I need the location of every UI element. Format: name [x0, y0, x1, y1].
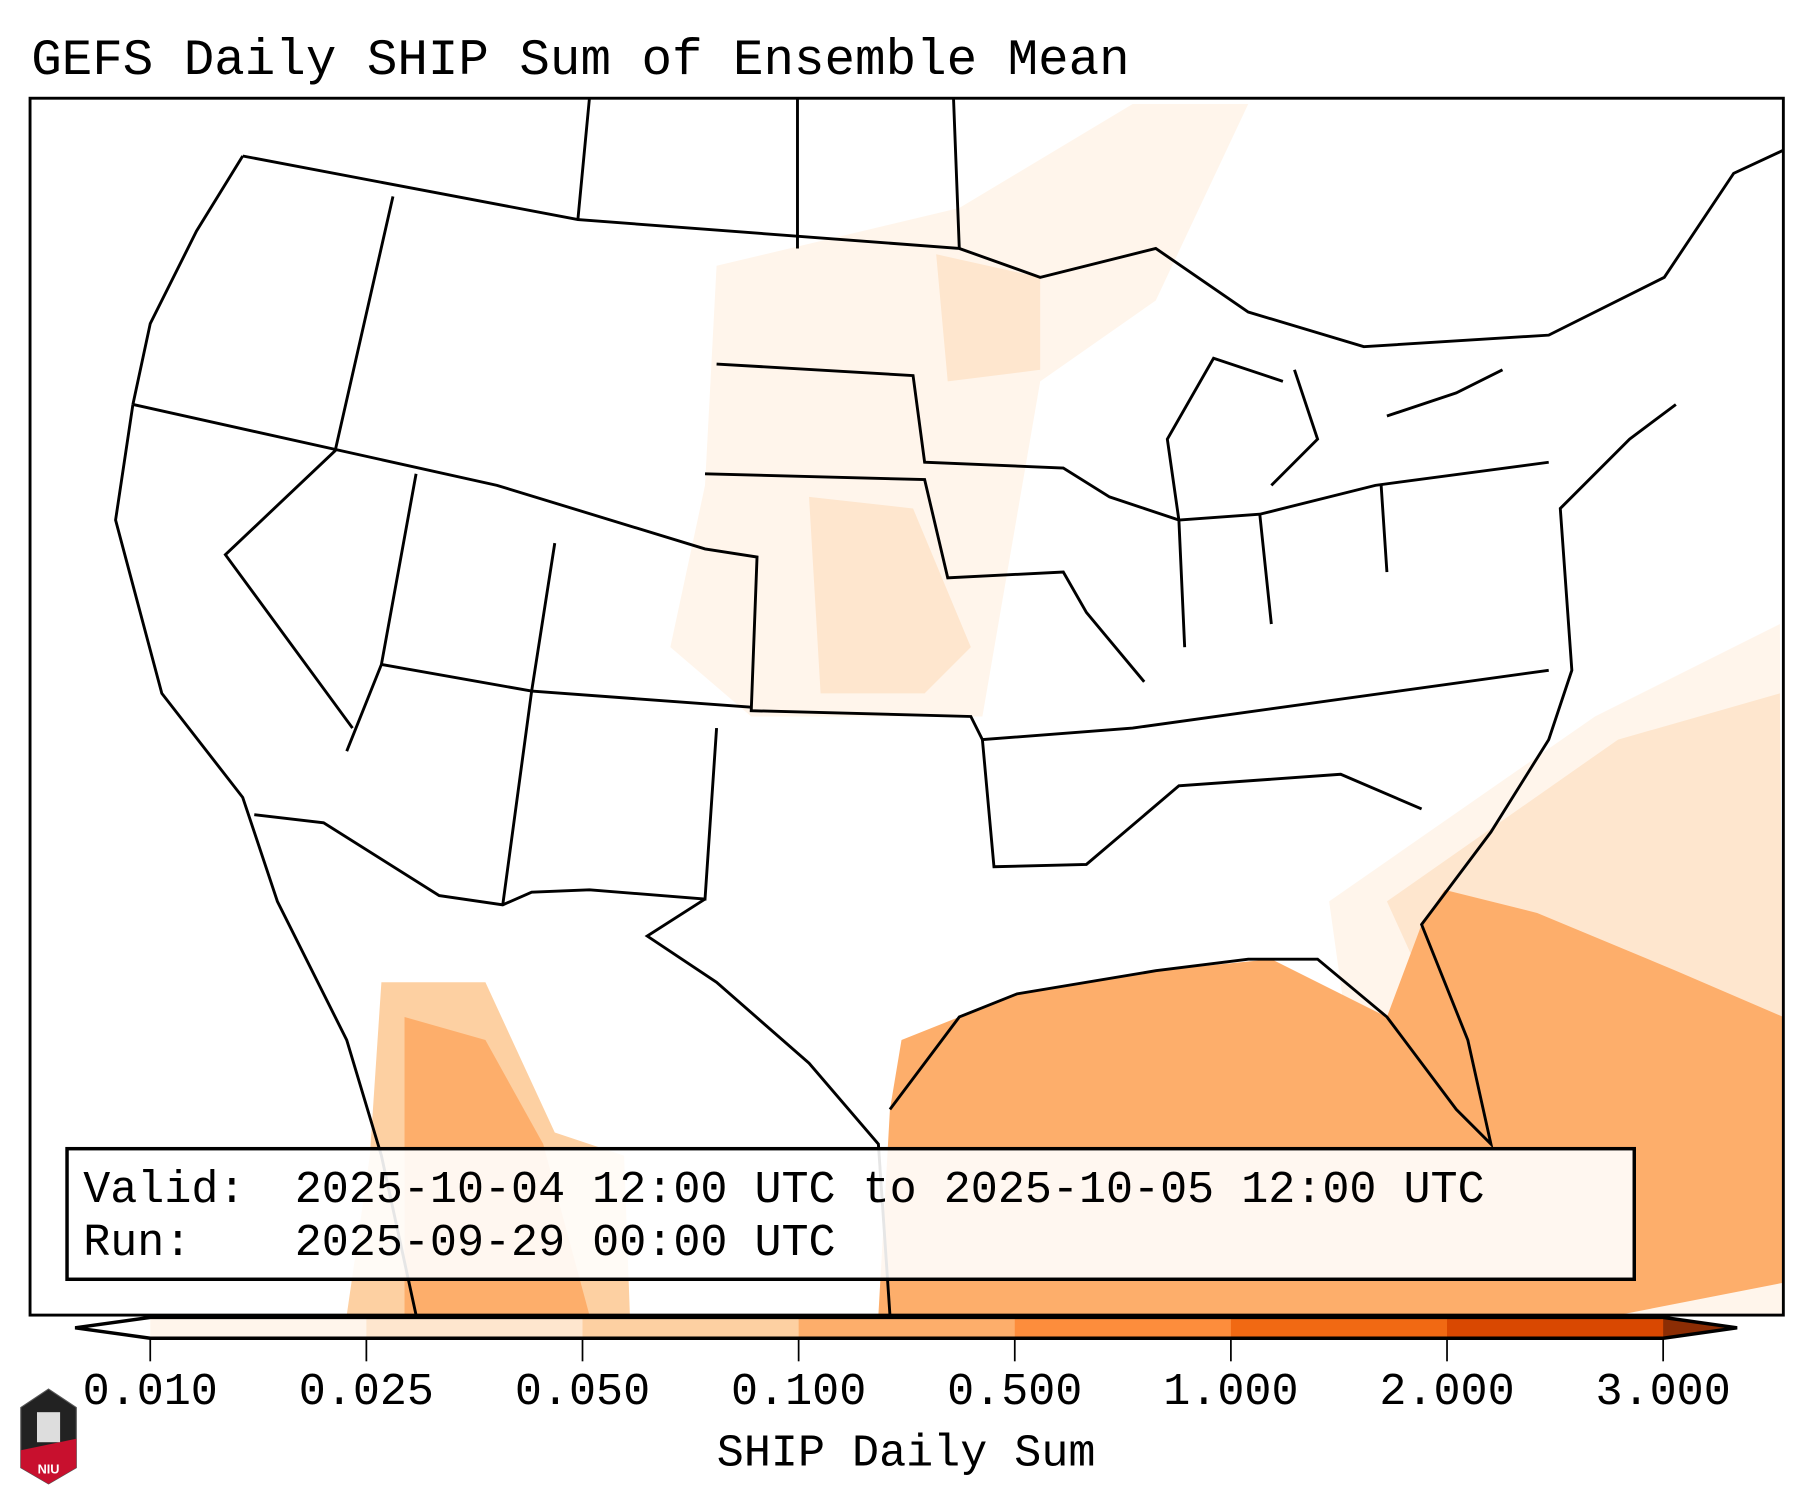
boundaries: [114, 98, 1784, 1316]
colorbar-bin: [1230, 1317, 1448, 1339]
svg-text:NIU: NIU: [38, 1461, 60, 1476]
valid-label: Valid:: [83, 1164, 245, 1216]
colorbar-ticks: 0.010 0.025 0.050 0.100 0.500 1.000 2.00…: [83, 1366, 1731, 1418]
shade-plains-mid: [809, 254, 1041, 694]
colorbar-tick-label: 2.000: [1379, 1366, 1514, 1418]
colorbar-bin: [798, 1317, 1016, 1339]
niu-logo: NIU: [20, 1388, 77, 1485]
colorbar-bin: [582, 1317, 800, 1339]
colorbar-tick-label: 0.025: [299, 1366, 434, 1418]
run-value: 2025-09-29 00:00 UTC: [295, 1217, 836, 1269]
colorbar-over-triangle: [1663, 1317, 1738, 1339]
colorbar-under-triangle: [75, 1317, 151, 1339]
chart-title: GEFS Daily SHIP Sum of Ensemble Mean: [31, 33, 1129, 90]
colorbar-tick-label: 0.050: [515, 1366, 650, 1418]
colorbar-bin: [366, 1317, 584, 1339]
map-panel: [28, 96, 1785, 1317]
colorbar-label: SHIP Daily Sum: [717, 1427, 1096, 1479]
annotation-box: Valid: 2025-10-04 12:00 UTC to 2025-10-0…: [65, 1146, 1636, 1282]
colorbar-tick-label: 0.100: [731, 1366, 866, 1418]
colorbar-tick-label: 1.000: [1163, 1366, 1298, 1418]
colorbar-bin: [1014, 1317, 1232, 1339]
colorbar-bin: [150, 1317, 367, 1339]
valid-value: 2025-10-04 12:00 UTC to 2025-10-05 12:00…: [295, 1164, 1485, 1216]
colorbar: [74, 1315, 1738, 1362]
run-label: Run:: [83, 1217, 191, 1269]
colorbar-tick-label: 0.500: [947, 1366, 1082, 1418]
colorbar-bin: [1447, 1317, 1664, 1339]
colorbar-tick-label: 3.000: [1596, 1366, 1731, 1418]
colorbar-tick-label: 0.010: [83, 1366, 218, 1418]
